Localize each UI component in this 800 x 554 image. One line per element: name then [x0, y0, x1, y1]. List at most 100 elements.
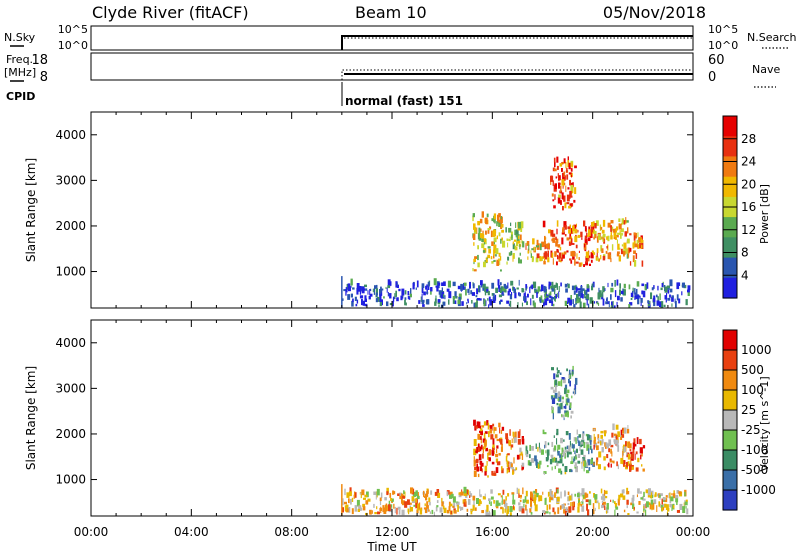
- data-cell: [566, 512, 568, 516]
- data-cell: [549, 295, 552, 299]
- data-cell: [346, 284, 349, 290]
- data-cell: [463, 499, 467, 505]
- data-cell: [350, 498, 352, 505]
- data-cell: [397, 506, 401, 510]
- colorbar-tick-label: -500: [741, 463, 768, 477]
- data-cell: [347, 294, 351, 300]
- data-cell: [622, 489, 625, 494]
- data-cell: [567, 496, 570, 502]
- data-cell: [479, 228, 482, 232]
- data-cell: [563, 158, 566, 164]
- data-cell: [376, 296, 380, 302]
- data-cell: [634, 288, 636, 295]
- data-cell: [590, 259, 593, 263]
- data-cell: [566, 301, 569, 305]
- data-cell: [395, 290, 397, 297]
- data-cell: [375, 292, 378, 297]
- data-cell: [601, 500, 603, 503]
- data-cell: [569, 372, 571, 378]
- nave-tick-bottom: 0: [708, 70, 716, 85]
- data-cell: [508, 252, 512, 256]
- data-cell: [640, 300, 642, 306]
- data-cell: [539, 256, 542, 262]
- power-data: [341, 156, 691, 308]
- data-cell: [585, 499, 589, 503]
- data-cell: [651, 504, 653, 511]
- data-cell: [478, 446, 482, 452]
- data-cell: [380, 286, 382, 293]
- data-cell: [550, 285, 554, 290]
- data-cell: [531, 493, 534, 499]
- nsky-trace: [341, 35, 693, 50]
- data-cell: [632, 494, 635, 501]
- data-cell: [634, 295, 636, 300]
- data-cell: [589, 445, 592, 450]
- data-cell: [577, 299, 580, 303]
- data-cell: [650, 499, 654, 505]
- data-cell: [575, 437, 577, 444]
- data-cell: [598, 236, 602, 241]
- data-cell: [466, 508, 469, 512]
- data-cell: [496, 223, 498, 227]
- data-cell: [496, 445, 499, 449]
- data-cell: [641, 464, 643, 467]
- data-cell: [501, 289, 504, 295]
- data-cell: [343, 501, 347, 505]
- data-cell: [415, 287, 417, 290]
- data-cell: [527, 460, 531, 466]
- data-cell: [581, 463, 583, 469]
- data-cell: [614, 280, 616, 287]
- data-cell: [404, 491, 406, 498]
- data-cell: [529, 444, 531, 451]
- colorbar-tick-label: 24: [741, 155, 756, 169]
- data-cell: [638, 501, 641, 505]
- data-cell: [394, 506, 396, 514]
- data-cell: [683, 502, 685, 509]
- data-cell: [640, 497, 643, 500]
- data-cell: [562, 400, 564, 403]
- data-cell: [659, 293, 661, 300]
- data-cell: [510, 222, 512, 227]
- data-cell: [510, 512, 512, 516]
- data-cell: [634, 232, 637, 239]
- data-cell: [530, 253, 532, 258]
- data-cell: [627, 441, 631, 448]
- data-cell: [609, 460, 613, 463]
- data-cell: [578, 262, 582, 267]
- data-cell: [357, 508, 360, 512]
- data-cell: [593, 440, 596, 444]
- data-cell: [367, 498, 371, 502]
- data-cell: [537, 446, 539, 452]
- data-cell: [482, 230, 484, 235]
- data-cell: [657, 285, 659, 291]
- data-cell: [489, 425, 493, 431]
- data-cell: [602, 286, 605, 293]
- data-cell: [399, 495, 403, 500]
- data-cell: [507, 453, 510, 456]
- data-cell: [479, 233, 483, 238]
- data-cell: [584, 460, 587, 468]
- data-cell: [480, 444, 483, 450]
- data-cell: [517, 221, 521, 229]
- data-cell: [491, 293, 494, 296]
- nsearch-tick-top: 10^5: [708, 23, 738, 36]
- data-cell: [527, 293, 529, 298]
- data-cell: [391, 498, 394, 502]
- data-cell: [574, 384, 577, 389]
- data-cell: [554, 493, 557, 497]
- data-cell: [671, 303, 673, 307]
- freq-tick-top: 18: [31, 53, 48, 68]
- data-cell: [629, 247, 632, 252]
- data-cell: [368, 295, 371, 300]
- data-cell: [484, 431, 488, 434]
- data-cell: [434, 491, 438, 496]
- data-cell: [453, 502, 456, 509]
- data-cell: [550, 386, 554, 390]
- colorbar-swatch: [723, 116, 737, 137]
- data-cell: [502, 240, 506, 248]
- data-cell: [483, 299, 486, 306]
- data-cell: [583, 442, 586, 448]
- data-cell: [618, 223, 622, 230]
- xtick-label: 04:00: [174, 525, 209, 539]
- data-cell: [591, 283, 594, 291]
